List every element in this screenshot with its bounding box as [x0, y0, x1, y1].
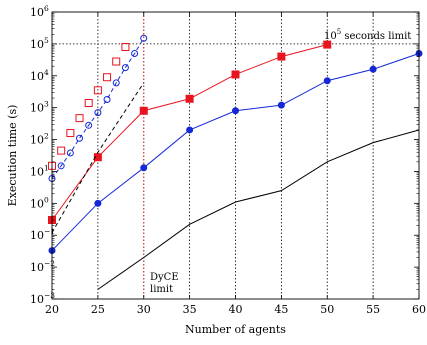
dyce-limit-label-line1: DyCE — [150, 272, 179, 283]
limit-exp: 5 — [337, 28, 341, 36]
series-0-point-5 — [277, 52, 286, 61]
series-1-point-3 — [186, 126, 194, 134]
x-tick-label-30: 30 — [137, 303, 151, 316]
series-3-point-6 — [103, 73, 112, 82]
x-tick-label-45: 45 — [274, 303, 288, 316]
x-tick-label-25: 25 — [91, 303, 105, 316]
series-1-point-7 — [369, 65, 377, 73]
x-tick-label-50: 50 — [320, 303, 334, 316]
series-0-point-1 — [93, 153, 102, 162]
series-5 — [51, 82, 145, 233]
series-4-line — [51, 38, 145, 179]
series-4 — [48, 34, 148, 183]
x-tick-label-40: 40 — [229, 303, 243, 316]
series-0-point-3 — [185, 94, 194, 103]
series-4-point-6 — [103, 96, 111, 104]
series-4-point-5 — [94, 109, 102, 117]
series-0-point-2 — [139, 106, 148, 115]
series-4-point-8 — [121, 64, 129, 72]
y-tick-label-3: 103 — [30, 100, 49, 115]
series-3-point-4 — [84, 99, 93, 108]
y-tick-label-5: 105 — [30, 36, 49, 51]
series-5-line — [51, 82, 145, 233]
axis-ticks — [51, 11, 420, 300]
y-tick-label--2: 10−2 — [30, 259, 55, 274]
y-tick-label-6: 106 — [30, 4, 49, 19]
series-3-point-3 — [75, 114, 84, 123]
series-3-point-2 — [66, 129, 75, 138]
series-1-point-1 — [94, 199, 102, 207]
y-tick-labels: 10−3 10−2 10−1 100 101 102 103 104 105 106 — [30, 4, 55, 306]
series-4-point-7 — [112, 79, 120, 87]
series-2-line — [97, 129, 420, 290]
limit-base: 10 — [324, 31, 337, 42]
x-axis-label: Number of agents — [185, 323, 286, 336]
series-4-point-2 — [66, 149, 74, 157]
series-3-point-8 — [121, 42, 130, 51]
series-1-point-6 — [323, 77, 331, 85]
series-3-point-5 — [93, 86, 102, 95]
series-0-point-4 — [231, 70, 240, 79]
series-4-point-9 — [131, 49, 139, 57]
x-tick-labels: 20 25 30 35 40 45 50 55 60 — [45, 303, 426, 316]
series-1-point-5 — [277, 101, 285, 109]
series-3-point-7 — [112, 57, 121, 66]
x-tick-label-35: 35 — [183, 303, 197, 316]
reference-lines — [52, 12, 419, 299]
y-tick-label-2: 102 — [30, 132, 49, 147]
series-4-point-10 — [140, 34, 148, 42]
series-4-point-4 — [85, 121, 93, 129]
series-4-point-1 — [57, 162, 65, 170]
x-tick-label-60: 60 — [412, 303, 426, 316]
x-tick-label-20: 20 — [45, 303, 59, 316]
dyce-limit-label-line2: limit — [150, 284, 173, 295]
series-1-point-2 — [140, 164, 148, 172]
x-tick-label-55: 55 — [366, 303, 380, 316]
y-axis-label: Execution time (s) — [6, 105, 19, 207]
series-2 — [97, 129, 420, 290]
seconds-limit-label: 105 seconds limit — [324, 28, 411, 42]
series-1-point-4 — [232, 107, 239, 115]
limit-text: seconds limit — [341, 31, 411, 42]
y-tick-label--1: 10−1 — [30, 227, 55, 242]
y-tick-label--3: 10−3 — [30, 291, 55, 306]
y-tick-label-4: 104 — [30, 68, 49, 83]
series-0-point-6 — [323, 40, 332, 49]
y-tick-label-1: 101 — [30, 163, 49, 178]
series-3-point-1 — [57, 146, 66, 155]
series-4-point-3 — [76, 134, 84, 142]
y-tick-label-0: 100 — [30, 195, 49, 210]
